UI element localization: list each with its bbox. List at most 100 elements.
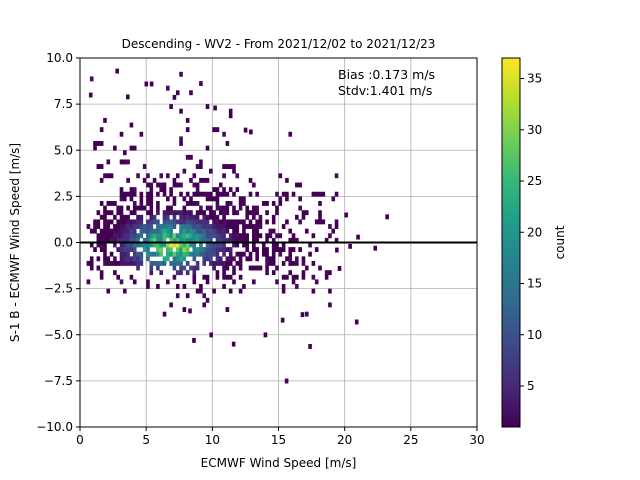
heatmap-cell bbox=[189, 265, 193, 271]
heatmap-cell bbox=[116, 219, 120, 225]
heatmap-cell bbox=[271, 260, 276, 266]
outlier-cell bbox=[231, 341, 236, 347]
heatmap-cell bbox=[129, 237, 134, 243]
heatmap-cell bbox=[248, 210, 253, 216]
heatmap-cell bbox=[248, 256, 253, 262]
heatmap-cell bbox=[281, 288, 286, 294]
heatmap-cell bbox=[146, 233, 150, 239]
outlier-cell bbox=[344, 212, 348, 218]
heatmap-cell bbox=[288, 260, 293, 266]
heatmap-cell bbox=[288, 256, 293, 262]
heatmap-cell bbox=[169, 191, 173, 197]
heatmap-cell bbox=[136, 224, 140, 229]
heatmap-cell bbox=[99, 141, 104, 146]
heatmap-cell bbox=[139, 224, 144, 229]
heatmap-cell bbox=[209, 242, 213, 248]
heatmap-cell bbox=[209, 214, 213, 220]
heatmap-cell bbox=[189, 90, 193, 96]
heatmap-cell bbox=[166, 214, 170, 220]
heatmap-cell bbox=[225, 205, 230, 211]
heatmap-cell bbox=[129, 210, 134, 216]
heatmap-cell bbox=[86, 279, 91, 285]
heatmap-cell bbox=[232, 168, 236, 174]
heatmap-cell bbox=[146, 182, 150, 188]
heatmap-cell bbox=[235, 187, 240, 193]
heatmap-cell bbox=[132, 279, 137, 285]
heatmap-cell bbox=[295, 182, 299, 188]
heatmap-cell bbox=[252, 265, 256, 271]
heatmap-cell bbox=[103, 224, 107, 229]
heatmap-cell bbox=[298, 205, 302, 211]
heatmap-cell bbox=[192, 251, 197, 257]
heatmap-cell bbox=[255, 219, 259, 225]
heatmap-cell bbox=[252, 210, 256, 216]
heatmap-cell bbox=[225, 237, 230, 243]
heatmap-cell bbox=[169, 237, 173, 243]
heatmap-cell bbox=[152, 228, 157, 234]
heatmap-cell bbox=[179, 191, 183, 197]
heatmap-cell bbox=[149, 196, 154, 202]
heatmap-cell bbox=[209, 237, 213, 243]
y-tick-label: −5.0 bbox=[44, 328, 73, 342]
heatmap-cell bbox=[192, 173, 197, 179]
heatmap-cell bbox=[242, 219, 246, 225]
heatmap-cell bbox=[288, 251, 293, 257]
colorbar-tick-label: 10 bbox=[527, 328, 542, 342]
y-axis-label: S-1 B - ECMWF Wind Speed [m/s] bbox=[8, 143, 22, 342]
heatmap-cell bbox=[123, 150, 127, 156]
heatmap-cell bbox=[285, 219, 289, 225]
heatmap-cell bbox=[189, 210, 193, 216]
heatmap-cell bbox=[99, 164, 104, 169]
heatmap-cell bbox=[139, 205, 144, 211]
outlier-cell bbox=[209, 332, 213, 338]
heatmap-cell bbox=[162, 256, 167, 262]
heatmap-cell bbox=[298, 182, 302, 188]
heatmap-cell bbox=[199, 247, 203, 253]
heatmap-cell bbox=[222, 224, 226, 229]
heatmap-cell bbox=[215, 200, 220, 206]
heatmap-cell bbox=[182, 210, 187, 216]
heatmap-cell bbox=[261, 251, 266, 257]
heatmap-cell bbox=[209, 210, 213, 216]
heatmap-cell bbox=[189, 251, 193, 257]
outlier-cell bbox=[335, 247, 339, 253]
heatmap-cell bbox=[99, 127, 104, 133]
outlier-cell bbox=[373, 245, 378, 251]
heatmap-cell bbox=[113, 145, 117, 151]
heatmap-cell bbox=[136, 237, 140, 243]
heatmap-cell bbox=[185, 154, 190, 160]
heatmap-cell bbox=[132, 260, 137, 266]
heatmap-cell bbox=[205, 237, 210, 243]
heatmap-cell bbox=[116, 210, 120, 216]
heatmap-cell bbox=[159, 173, 164, 179]
heatmap-cell bbox=[123, 251, 127, 257]
outlier-cell bbox=[280, 317, 285, 323]
heatmap-cell bbox=[209, 256, 213, 262]
outlier-cell bbox=[125, 94, 130, 100]
heatmap-cell bbox=[199, 210, 203, 216]
heatmap-cell bbox=[149, 214, 154, 220]
heatmap-cell bbox=[185, 127, 190, 133]
heatmap-cell bbox=[132, 228, 137, 234]
heatmap-cell bbox=[192, 224, 197, 229]
heatmap-cell bbox=[162, 242, 167, 248]
heatmap-cell bbox=[311, 191, 316, 197]
heatmap-cell bbox=[123, 237, 127, 243]
heatmap-cell bbox=[89, 76, 94, 82]
heatmap-cell bbox=[182, 251, 187, 257]
heatmap-cell bbox=[126, 219, 130, 225]
heatmap-cell bbox=[129, 247, 134, 253]
heatmap-cell bbox=[212, 233, 216, 239]
heatmap-cell bbox=[156, 260, 160, 266]
stdv-annotation: Stdv:1.401 m/s bbox=[338, 83, 432, 98]
heatmap-cell bbox=[172, 260, 177, 266]
heatmap-cell bbox=[222, 270, 226, 276]
outlier-cell bbox=[213, 105, 217, 111]
heatmap-cell bbox=[205, 196, 210, 202]
heatmap-cell bbox=[129, 191, 134, 197]
heatmap-cell bbox=[142, 242, 147, 248]
heatmap-cell bbox=[202, 293, 207, 299]
heatmap-cell bbox=[146, 210, 150, 216]
heatmap-cell bbox=[166, 173, 170, 179]
heatmap-cell bbox=[116, 237, 120, 243]
